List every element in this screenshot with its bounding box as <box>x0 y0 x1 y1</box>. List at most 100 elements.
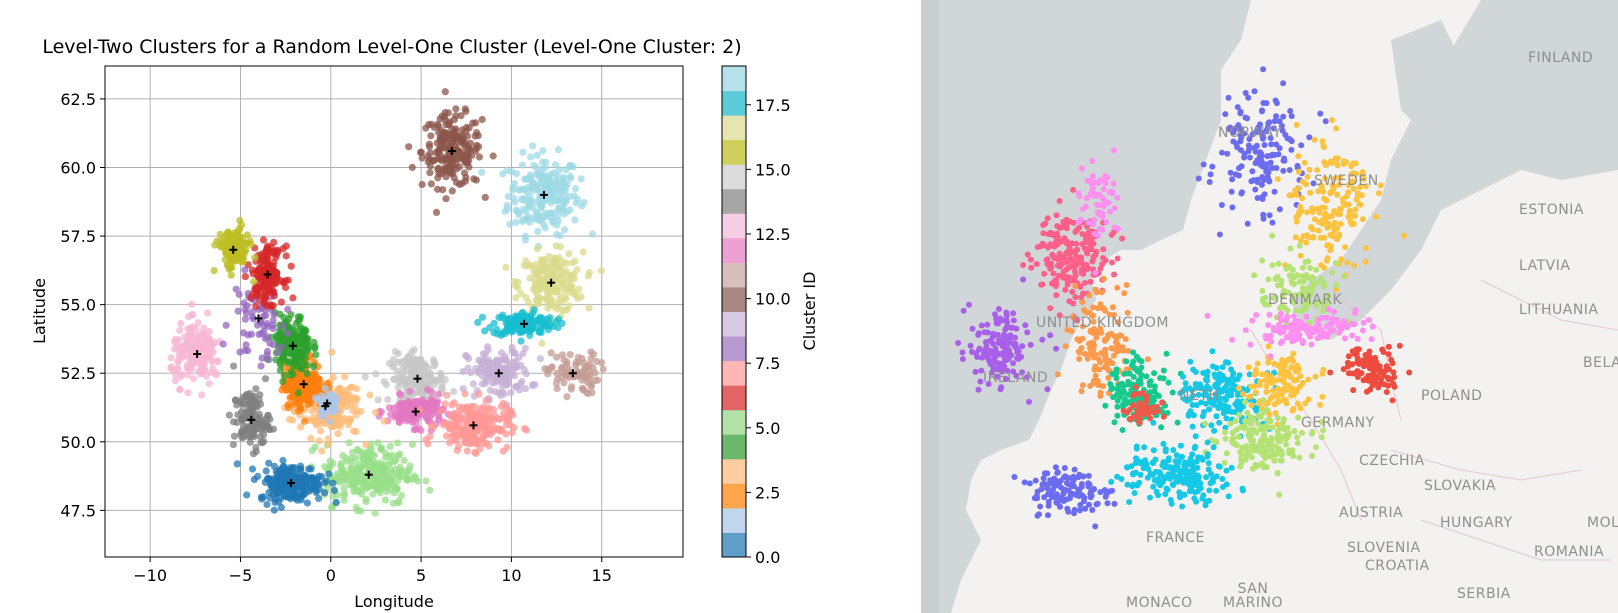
map-point <box>1246 371 1253 378</box>
map-point <box>1279 293 1286 300</box>
map-point <box>1039 240 1046 247</box>
scatter-point <box>545 175 553 183</box>
map-point <box>1292 307 1299 314</box>
scatter-point <box>290 400 298 408</box>
scatter-point <box>328 348 336 356</box>
scatter-point <box>333 470 341 478</box>
map-point <box>1274 176 1281 182</box>
map-point <box>1406 369 1413 376</box>
scatter-point <box>309 363 318 371</box>
map-point <box>1270 295 1277 302</box>
scatter-point <box>449 161 457 169</box>
map-point <box>1271 118 1278 125</box>
cluster-18-points <box>474 306 566 345</box>
scatter-point <box>176 386 184 394</box>
map-point <box>1263 389 1270 395</box>
cluster-7-points <box>416 390 531 457</box>
scatter-point <box>208 342 216 350</box>
scatter-point <box>257 250 265 258</box>
map-point <box>1316 278 1323 285</box>
scatter-point <box>481 379 489 388</box>
scatter-point <box>553 221 561 229</box>
scatter-point <box>503 205 512 213</box>
colorbar-segment <box>722 164 746 190</box>
scatter-point <box>275 467 284 475</box>
scatter-point <box>181 341 189 349</box>
scatter-point <box>463 433 471 441</box>
map-point <box>1287 108 1294 114</box>
scatter-point <box>256 414 264 422</box>
map-point <box>1097 389 1104 396</box>
scatter-point <box>174 358 182 366</box>
scatter-point <box>340 484 348 492</box>
map-point <box>1187 358 1194 365</box>
map-point <box>1327 369 1334 376</box>
map-point <box>1057 260 1064 267</box>
x-axis-ticks: −10 −5 0 5 10 15 <box>133 557 612 585</box>
map-point <box>1253 142 1260 149</box>
scatter-point <box>230 362 238 370</box>
scatter-point <box>434 147 443 155</box>
scatter-point <box>243 302 251 310</box>
europe-map-panel[interactable]: FINLAND NORWAY SWEDEN ESTONIA LATVIA LIT… <box>921 0 1618 613</box>
map-point <box>1266 178 1273 185</box>
map-point <box>1124 309 1131 316</box>
map-point <box>1218 202 1225 208</box>
scatter-point <box>225 411 233 419</box>
scatter-point <box>298 340 306 349</box>
map-point <box>975 330 982 337</box>
scatter-point <box>396 450 404 458</box>
scatter-point <box>405 143 413 151</box>
map-point <box>1169 389 1176 396</box>
map-point <box>1297 373 1304 379</box>
map-point <box>1255 126 1262 133</box>
scatter-point <box>210 267 218 275</box>
scatter-point <box>478 422 486 430</box>
centroid-marker <box>520 319 529 328</box>
map-point <box>1126 370 1133 377</box>
map-point <box>1308 205 1315 212</box>
map-point <box>1080 270 1087 277</box>
map-point <box>1115 382 1122 389</box>
scatter-point <box>490 405 498 414</box>
scatter-point <box>167 354 175 362</box>
scatter-point <box>475 390 483 398</box>
map-point <box>1120 388 1127 395</box>
map-point <box>1317 234 1324 241</box>
map-point <box>1259 196 1266 202</box>
scatter-point <box>264 475 272 483</box>
map-point <box>985 381 992 387</box>
scatter-point <box>553 197 561 205</box>
map-point <box>1180 373 1186 380</box>
scatter-point <box>383 488 391 496</box>
scatter-point <box>253 284 261 292</box>
map-point <box>1331 208 1338 215</box>
map-point <box>992 311 998 318</box>
map-point <box>1097 359 1104 366</box>
scatter-point <box>195 368 203 376</box>
map-point <box>1069 313 1076 320</box>
colorbar-tick-label: 17.5 <box>755 96 791 115</box>
map-point <box>1267 135 1274 141</box>
map-point <box>1113 375 1120 382</box>
map-point <box>1106 311 1113 318</box>
map-point <box>1014 355 1021 362</box>
scatter-point <box>379 461 387 469</box>
map-point <box>1229 374 1236 381</box>
scatter-point <box>521 312 530 320</box>
scatter-point <box>351 400 359 408</box>
map-point <box>1053 212 1060 219</box>
map-point <box>1254 420 1261 427</box>
map-point <box>1086 240 1093 247</box>
scatter-point <box>325 392 333 400</box>
map-point <box>1329 269 1335 276</box>
scatter-point <box>270 506 278 514</box>
map-point <box>1090 339 1097 346</box>
map-point <box>1097 265 1104 272</box>
map-point <box>1033 261 1040 267</box>
scatter-point <box>519 148 527 156</box>
scatter-point <box>597 267 605 275</box>
scatter-point <box>472 364 480 372</box>
cluster-4-points <box>263 308 320 397</box>
map-point <box>1283 441 1289 448</box>
